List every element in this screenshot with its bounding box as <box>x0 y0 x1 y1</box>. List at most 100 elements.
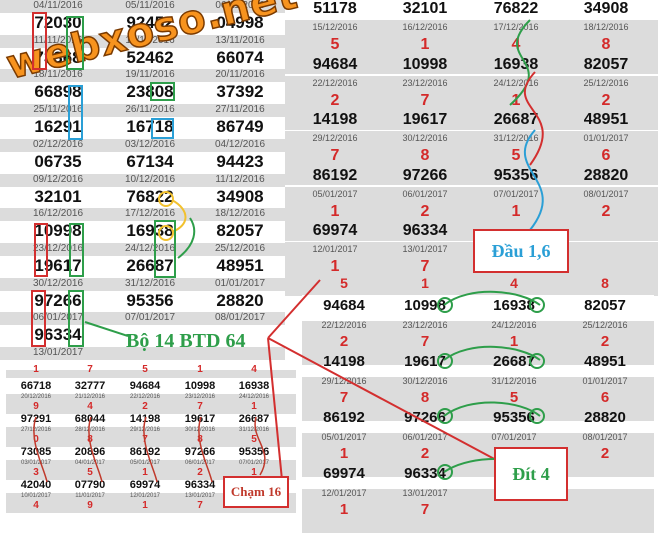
winning-number: 69974 <box>129 479 161 491</box>
dau-label: Đầu 1,6 <box>473 229 569 273</box>
row-band <box>0 173 285 187</box>
draw-date: 12/01/2017 <box>321 488 367 498</box>
winning-number: 19617 <box>404 353 446 370</box>
winning-number: 10998 <box>184 380 216 392</box>
winning-number: 68044 <box>74 413 106 425</box>
draw-date: 30/12/2016 <box>402 376 448 386</box>
row-band <box>6 370 296 378</box>
cham-label: Chạm 16 <box>223 476 289 508</box>
draw-date: 13/01/2017 <box>184 493 216 499</box>
head-digit: 7 <box>87 364 93 375</box>
winning-number: 26687 <box>493 353 535 370</box>
head-digit: 4 <box>87 401 93 412</box>
head-digit: 2 <box>601 202 611 220</box>
draw-date: 15/12/2016 <box>312 22 358 32</box>
winning-number: 14198 <box>129 413 161 425</box>
winning-number: 28820 <box>584 409 626 426</box>
draw-date: 08/01/2017 <box>582 432 628 442</box>
draw-date: 18/12/2016 <box>214 208 266 220</box>
head-digit: 2 <box>197 467 203 478</box>
draw-date: 04/01/2017 <box>74 460 106 466</box>
head-digit: 2 <box>600 333 610 350</box>
head-digit: 1 <box>197 364 203 375</box>
winning-number: 96334 <box>404 465 446 482</box>
draw-date: 01/01/2017 <box>214 277 266 289</box>
row-band <box>285 75 658 130</box>
draw-date: 22/12/2016 <box>129 394 161 400</box>
draw-date: 01/01/2017 <box>582 376 628 386</box>
winning-number: 51178 <box>313 0 357 17</box>
draw-date: 10/01/2017 <box>20 493 52 499</box>
draw-date: 30/12/2016 <box>184 427 216 433</box>
winning-number: 48951 <box>584 353 626 370</box>
head-digit: 9 <box>87 500 93 511</box>
draw-date: 20/12/2016 <box>20 394 52 400</box>
head-digit: 1 <box>330 258 340 275</box>
draw-date: 23/12/2016 <box>32 242 84 254</box>
winning-number: 69974 <box>312 222 358 239</box>
head-digit: 2 <box>600 445 610 462</box>
head-digit: 8 <box>420 389 430 406</box>
row-band <box>0 0 285 13</box>
winning-number: 67134 <box>126 151 174 171</box>
head-digit: 7 <box>197 401 203 412</box>
row-band <box>302 489 654 533</box>
draw-date: 23/12/2016 <box>184 394 216 400</box>
draw-date: 05/01/2017 <box>321 432 367 442</box>
draw-date: 13/11/2016 <box>215 34 265 46</box>
winning-number: 82057 <box>584 297 626 314</box>
head-digit: 4 <box>251 364 257 375</box>
winning-number: 86192 <box>323 409 365 426</box>
draw-date: 24/12/2016 <box>491 320 537 330</box>
winning-number: 76822 <box>126 186 174 206</box>
winning-number: 92452 <box>126 13 174 32</box>
winning-number: 14198 <box>312 111 358 128</box>
winning-number: 19617 <box>184 413 216 425</box>
winning-number: 26687 <box>238 413 270 425</box>
draw-date: 18/11/2016 <box>33 69 83 81</box>
winning-number: 34908 <box>216 186 264 206</box>
winning-number: 04998 <box>216 13 264 32</box>
draw-date: 10/12/2016 <box>124 173 176 185</box>
head-digit: 1 <box>339 501 349 518</box>
draw-date: 05/01/2017 <box>129 460 161 466</box>
head-digit: 5 <box>509 389 519 406</box>
draw-date: 28/12/2016 <box>74 427 106 433</box>
winning-number: 16718 <box>126 117 174 137</box>
head-digit: 1 <box>511 91 521 109</box>
head-digit: 7 <box>339 389 349 406</box>
winning-number: 19617 <box>402 111 448 128</box>
row-band <box>0 347 285 360</box>
winning-number: 06735 <box>34 151 82 171</box>
winning-number: 10998 <box>402 55 448 73</box>
head-digit: 7 <box>420 91 430 109</box>
draw-date: 17/12/2016 <box>493 22 539 32</box>
draw-date: 16/12/2016 <box>402 22 448 32</box>
winning-number: 16938 <box>238 380 270 392</box>
draw-date: 12/11/2016 <box>125 34 175 46</box>
winning-number: 23808 <box>126 82 174 102</box>
head-digit: 4 <box>33 500 39 511</box>
winning-number: 97266 <box>402 166 448 184</box>
draw-date: 21/12/2016 <box>74 394 106 400</box>
winning-number: 10998 <box>404 297 446 314</box>
bottom-right-results-table: 5 1 4 8 94684 10998 16938 82057 22/12/2016 23/12/… <box>302 275 654 533</box>
draw-date: 11/01/2017 <box>75 493 105 499</box>
winning-number: 86192 <box>312 166 358 184</box>
draw-date: 25/12/2016 <box>582 320 628 330</box>
winning-number: 48951 <box>583 111 629 128</box>
winning-number: 97266 <box>404 409 446 426</box>
winning-number: 96334 <box>402 222 448 239</box>
draw-date: 18/12/2016 <box>583 22 629 32</box>
head-digit: 2 <box>601 91 611 109</box>
winning-number: 94423 <box>216 151 264 171</box>
draw-date: 25/12/2016 <box>583 77 629 88</box>
winning-number: 26687 <box>126 255 174 275</box>
head-digit: 8 <box>601 275 609 291</box>
draw-date: 07/01/2017 <box>493 188 539 199</box>
draw-date: 29/12/2016 <box>321 376 367 386</box>
head-digit: 2 <box>330 91 340 109</box>
draw-date: 13/01/2017 <box>32 347 84 358</box>
winning-number: 97266 <box>184 446 216 458</box>
draw-date: 07/01/2017 <box>124 312 176 324</box>
